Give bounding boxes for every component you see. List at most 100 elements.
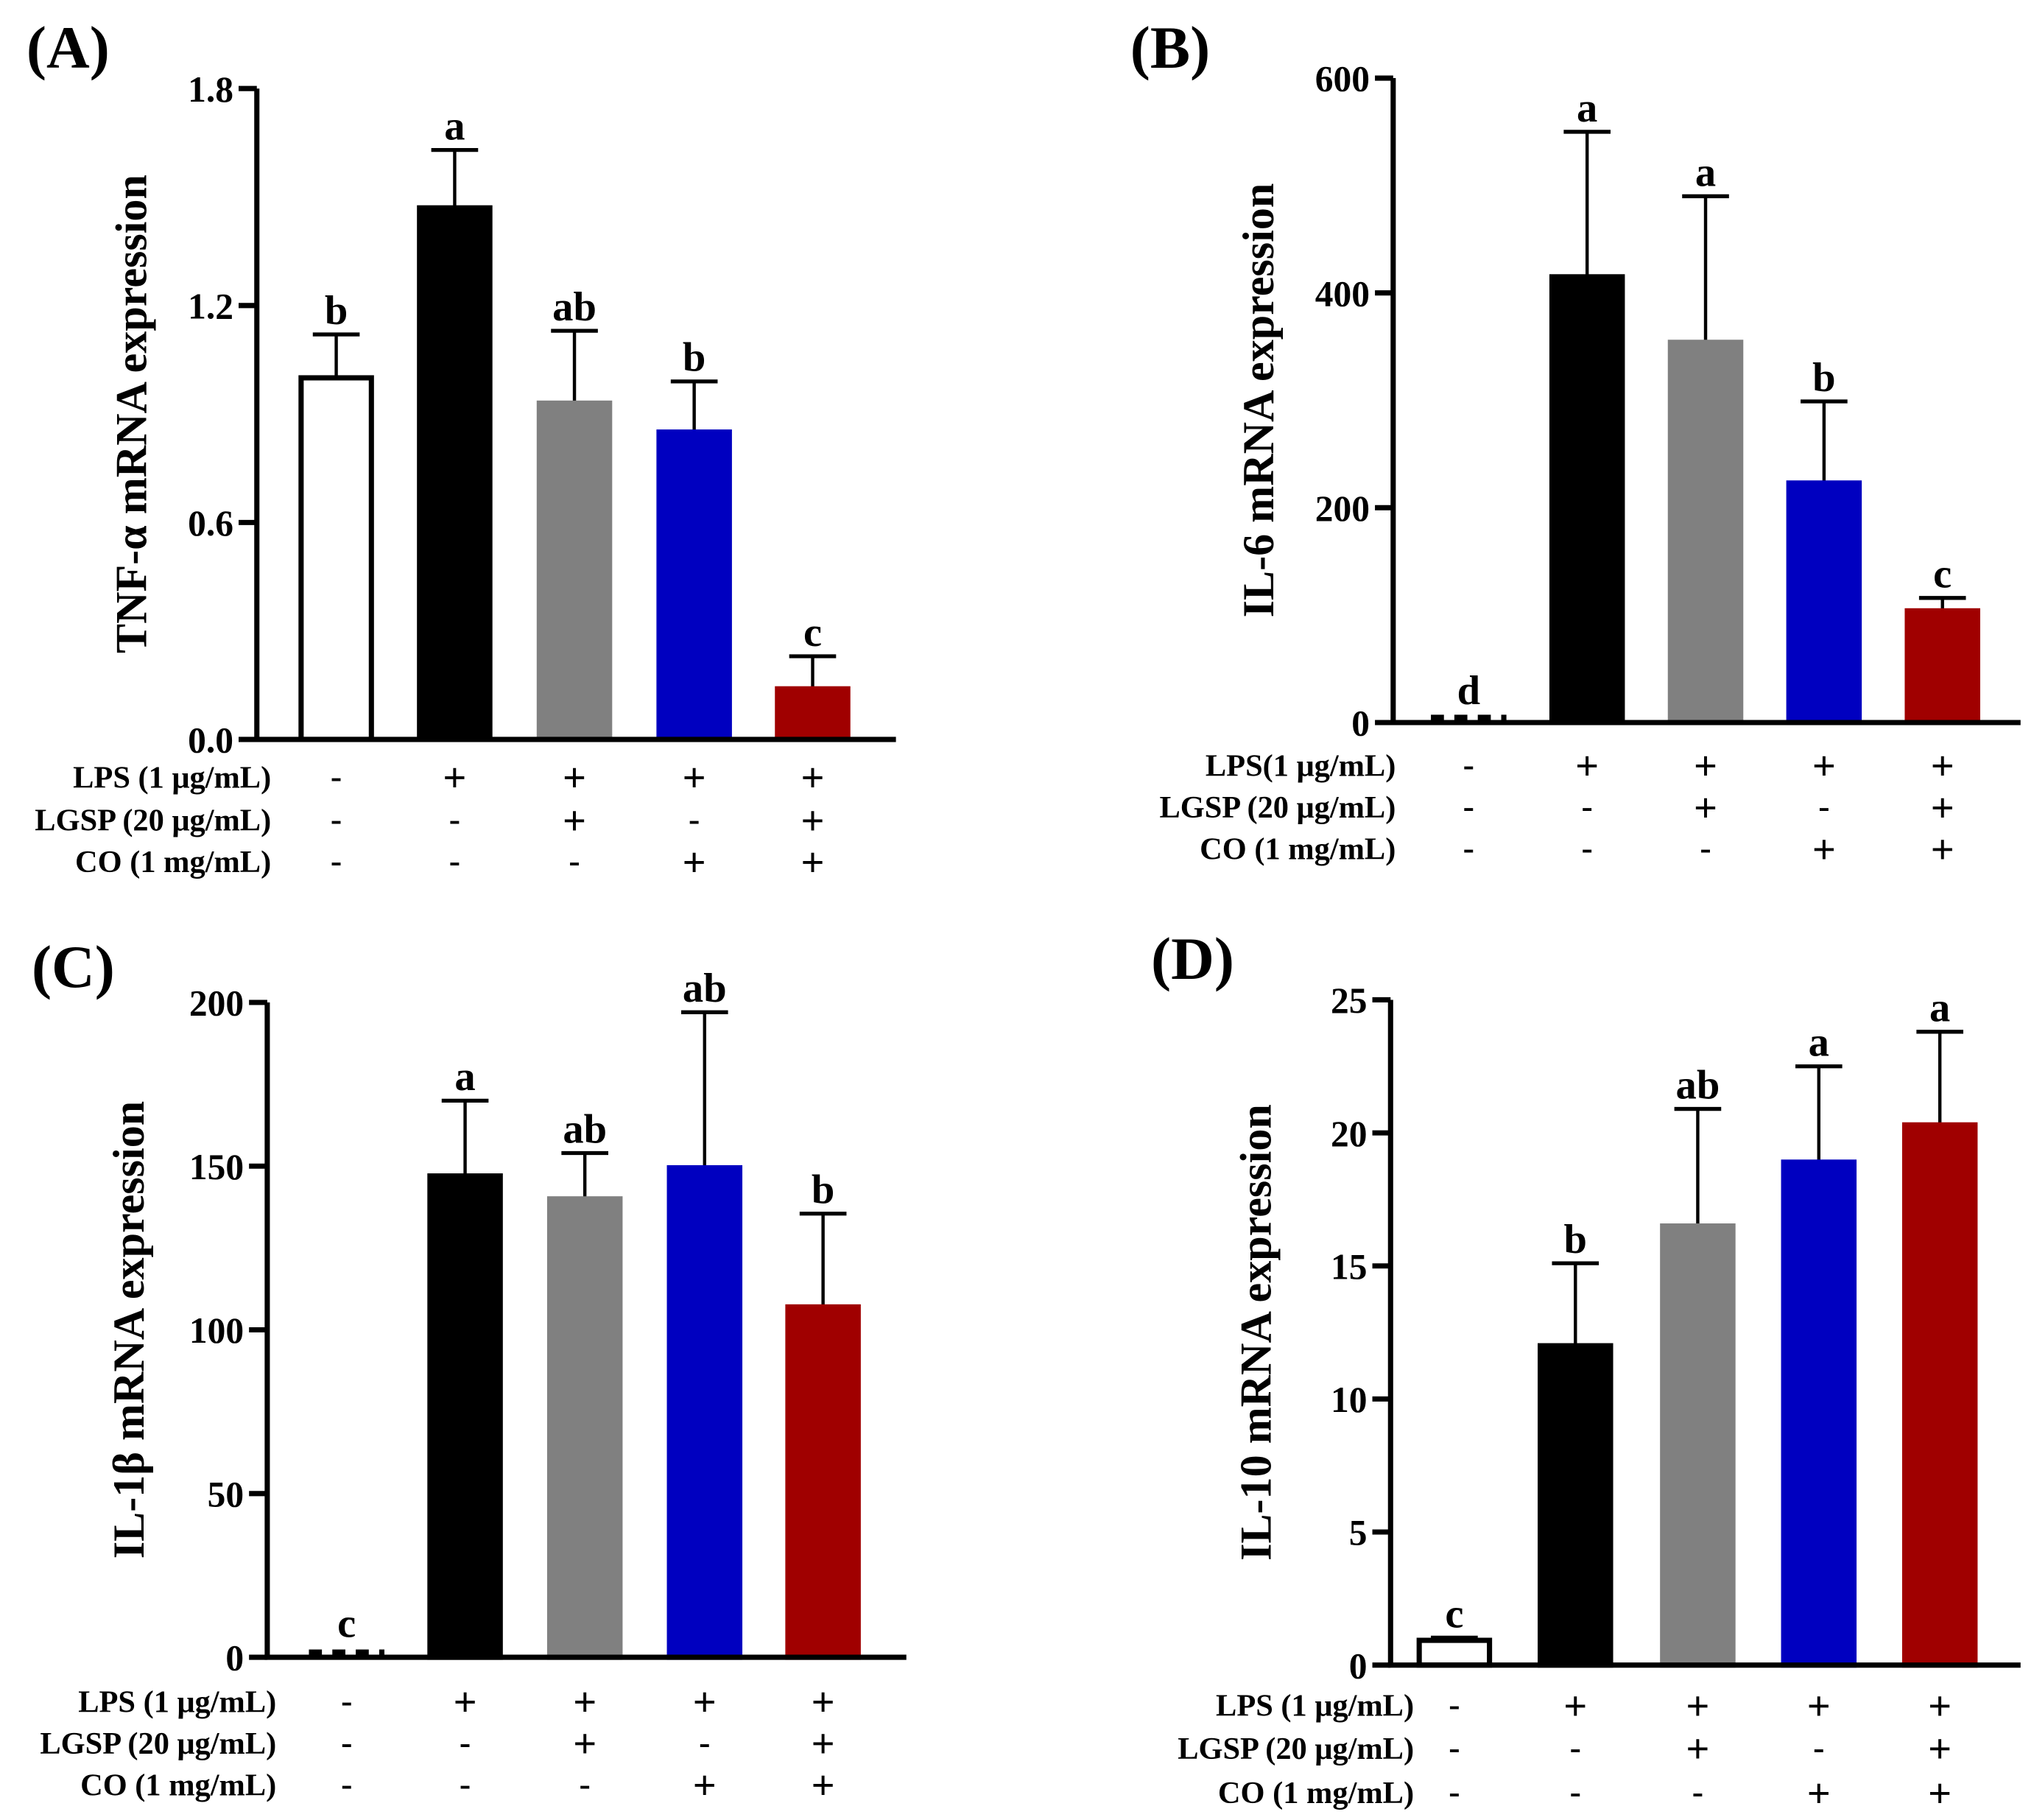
- y-tick-label: 0.0: [188, 720, 233, 761]
- y-tick-label: 600: [1315, 59, 1370, 99]
- significance-letter: ab: [552, 284, 597, 330]
- condition-label: LGSP (20 μg/mL): [1178, 1732, 1414, 1766]
- y-axis-label: TNF-α mRNA expression: [107, 175, 156, 653]
- condition-label: LPS (1 μg/mL): [78, 1684, 276, 1719]
- condition-sign: -: [1463, 787, 1474, 825]
- condition-sign: +: [1686, 1726, 1709, 1772]
- condition-label: CO (1 mg/mL): [80, 1768, 276, 1802]
- condition-sign: +: [1928, 1726, 1952, 1772]
- significance-letter: a: [1929, 985, 1950, 1031]
- significance-letter: c: [803, 610, 822, 656]
- bar: [1538, 1343, 1614, 1668]
- condition-sign: +: [693, 1763, 717, 1809]
- condition-sign: +: [683, 756, 706, 801]
- condition-sign: +: [563, 756, 586, 801]
- condition-sign: -: [1463, 829, 1474, 867]
- bar: [1416, 1637, 1493, 1668]
- y-tick-label: 0: [225, 1638, 244, 1679]
- condition-sign: -: [1582, 829, 1593, 867]
- condition-sign: +: [1807, 1771, 1831, 1816]
- condition-sign: +: [573, 1721, 597, 1767]
- y-axis-label: IL-10 mRNA expression: [1231, 1104, 1281, 1561]
- condition-sign: -: [1818, 787, 1829, 825]
- significance-letter: ab: [1676, 1062, 1720, 1108]
- condition-label: CO (1 mg/mL): [1200, 832, 1396, 867]
- panel-a: (A) TNF-α mRNA expression b a ab b c 0.0 0.6 1.2 1…: [27, 15, 896, 886]
- condition-sign: -: [689, 801, 700, 838]
- condition-sign: -: [460, 1724, 471, 1761]
- condition-sign: +: [1931, 785, 1954, 831]
- condition-sign: +: [800, 756, 824, 801]
- condition-sign: +: [812, 1721, 835, 1767]
- bar: [298, 375, 374, 742]
- condition-label: CO (1 mg/mL): [75, 845, 271, 879]
- condition-sign: +: [683, 840, 706, 886]
- condition-sign: +: [1563, 1684, 1587, 1729]
- y-tick-label: 20: [1331, 1114, 1367, 1154]
- bar: [785, 1304, 861, 1660]
- bar: [536, 400, 613, 742]
- condition-sign: -: [331, 757, 342, 795]
- condition-sign: -: [460, 1765, 471, 1802]
- condition-sign: -: [1449, 1686, 1460, 1724]
- condition-sign: +: [800, 840, 824, 886]
- condition-sign: -: [1570, 1773, 1581, 1810]
- y-tick-label: 200: [189, 983, 244, 1024]
- significance-letter: c: [1445, 1591, 1463, 1637]
- y-tick-label: 5: [1349, 1513, 1368, 1553]
- condition-label: LPS(1 μg/mL): [1206, 748, 1396, 783]
- y-tick-label: 25: [1331, 980, 1367, 1021]
- condition-sign: -: [569, 842, 580, 879]
- condition-sign: -: [1449, 1729, 1460, 1766]
- significance-letter: a: [454, 1054, 475, 1100]
- significance-letter: b: [683, 335, 705, 381]
- y-tick-label: 10: [1331, 1380, 1367, 1420]
- bar: [1667, 340, 1744, 725]
- bar: [1904, 608, 1980, 725]
- y-tick-label: 0: [1349, 1645, 1368, 1686]
- bar: [1901, 1122, 1978, 1668]
- condition-sign: +: [693, 1680, 717, 1726]
- condition-sign: +: [1928, 1771, 1952, 1816]
- condition-sign: +: [1931, 827, 1954, 873]
- significance-letter: a: [444, 104, 465, 150]
- significance-letter: b: [812, 1167, 834, 1213]
- condition-sign: +: [1694, 744, 1717, 790]
- y-tick-label: 400: [1315, 273, 1370, 314]
- significance-letter: b: [325, 288, 348, 334]
- bar: [666, 1164, 743, 1660]
- bar: [1549, 274, 1625, 725]
- panel-d: (D) IL-10 mRNA expression c b ab a a 0 5 10 15 20 25…: [1151, 926, 2021, 1816]
- panel-label: (B): [1130, 15, 1210, 81]
- condition-sign: -: [341, 1682, 352, 1719]
- significance-letter: a: [1809, 1020, 1829, 1066]
- significance-letter: b: [1812, 355, 1835, 401]
- condition-label: LGSP (20 μg/mL): [35, 804, 271, 838]
- condition-sign: -: [699, 1724, 710, 1761]
- condition-sign: -: [449, 801, 460, 838]
- condition-sign: -: [1692, 1773, 1703, 1810]
- panel-c: (C) IL-1β mRNA expression c a ab ab b 0 50 100 150…: [32, 934, 907, 1809]
- bar: [1786, 480, 1862, 725]
- condition-sign: +: [563, 798, 586, 844]
- significance-letter: a: [1577, 85, 1597, 131]
- condition-sign: +: [812, 1763, 835, 1809]
- panel-label: (C): [32, 934, 115, 1000]
- bar: [417, 205, 493, 742]
- significance-letter: ab: [683, 966, 727, 1011]
- condition-sign: +: [1928, 1684, 1952, 1729]
- panel-b: (B) IL-6 mRNA expression d a a b c 0 200 400 600 LP…: [1130, 15, 2021, 873]
- bar: [546, 1196, 623, 1660]
- condition-sign: -: [1582, 787, 1593, 825]
- condition-sign: -: [1813, 1729, 1824, 1766]
- condition-sign: -: [580, 1765, 591, 1802]
- condition-sign: +: [453, 1680, 476, 1726]
- significance-letter: ab: [563, 1106, 607, 1152]
- condition-label: LPS (1 μg/mL): [1216, 1689, 1414, 1724]
- y-tick-label: 150: [189, 1147, 244, 1187]
- condition-sign: -: [1449, 1773, 1460, 1810]
- y-tick-label: 1.2: [188, 286, 233, 326]
- panel-label: (A): [27, 15, 110, 81]
- significance-letter: c: [337, 1601, 356, 1647]
